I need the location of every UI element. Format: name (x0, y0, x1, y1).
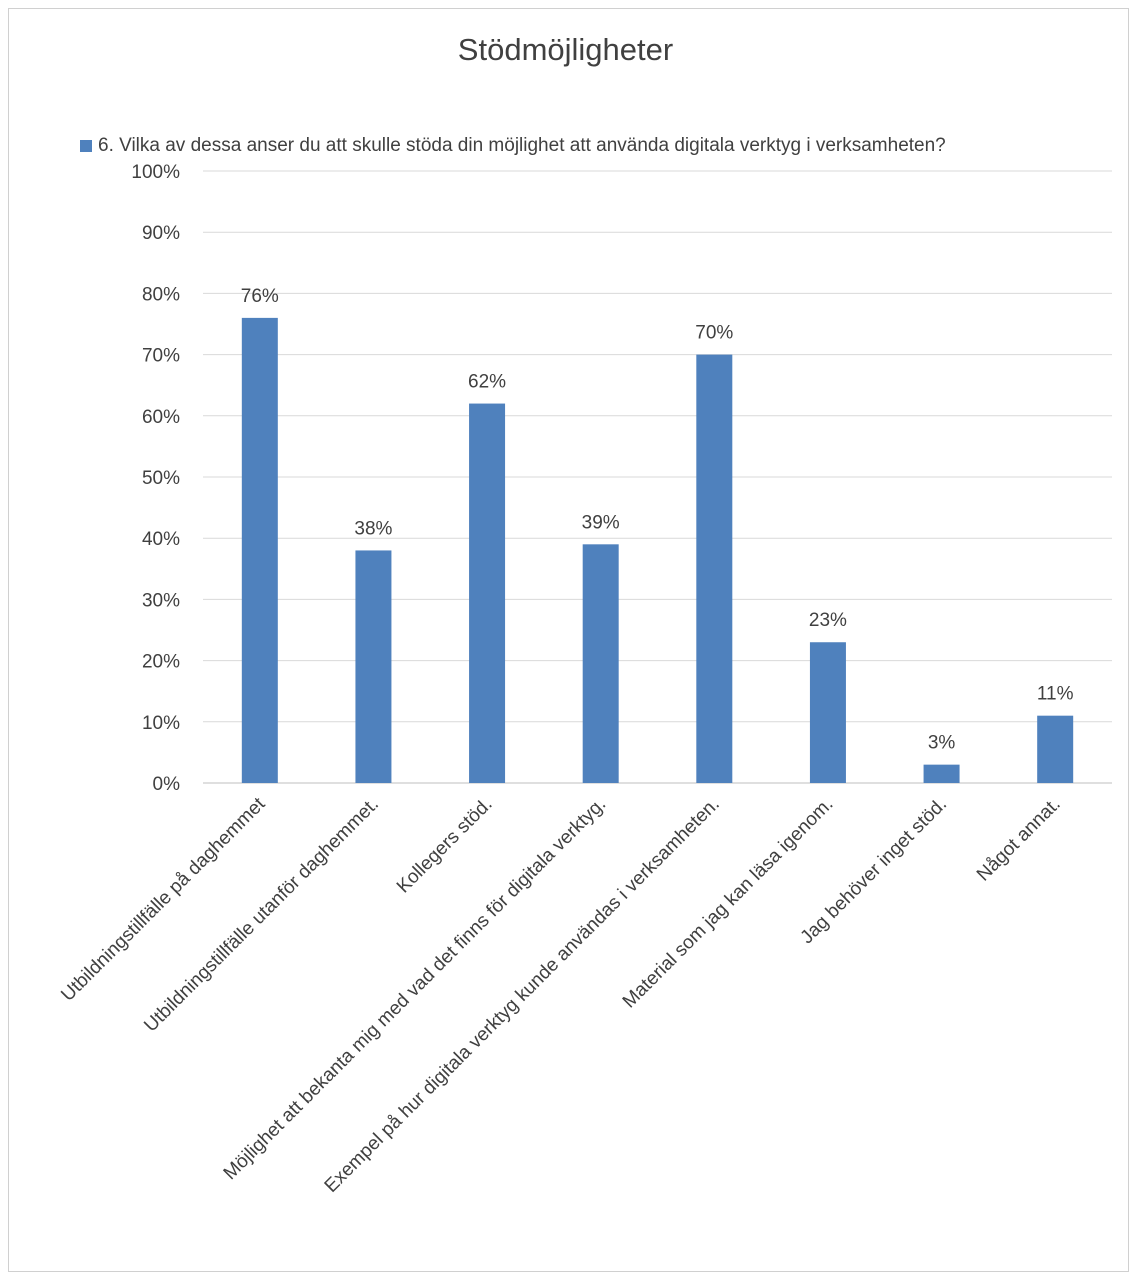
y-tick-label: 50% (142, 468, 180, 489)
data-label: 3% (928, 733, 956, 754)
data-label: 62% (468, 372, 506, 393)
data-label: 70% (695, 323, 733, 344)
bar (469, 403, 506, 783)
chart-title: Stödmöjligheter (457, 32, 674, 67)
legend: 6. Vilka av dessa anser du att skulle st… (80, 135, 946, 157)
y-tick-label: 20% (142, 652, 180, 673)
chart-frame (8, 8, 1129, 1272)
y-tick-label: 0% (153, 774, 181, 795)
category-label: Utbildningstillfälle på daghemmet (57, 793, 270, 1006)
bar (696, 354, 733, 783)
legend-label: 6. Vilka av dessa anser du att skulle st… (98, 135, 946, 156)
bar (582, 544, 619, 783)
data-label: 76% (241, 286, 279, 307)
data-label: 39% (582, 512, 620, 533)
bar (355, 550, 392, 783)
category-label: Något annat. (973, 794, 1065, 886)
bar (241, 317, 278, 783)
y-tick-label: 30% (142, 590, 180, 611)
legend-swatch (80, 140, 92, 152)
y-tick-label: 70% (142, 346, 180, 367)
data-label: 23% (809, 610, 847, 631)
y-tick-label: 40% (142, 529, 180, 550)
data-label: 11% (1037, 684, 1074, 705)
bar (1037, 715, 1074, 783)
y-tick-label: 80% (142, 284, 180, 305)
bar (923, 764, 960, 783)
category-label: Material som jag kan läsa igenom. (619, 794, 838, 1013)
data-label: 38% (354, 518, 392, 539)
y-tick-label: 90% (142, 223, 180, 244)
category-label: Exempel på hur digitala verktyg kunde an… (321, 794, 724, 1197)
category-label: Kollegers stöd. (393, 794, 497, 898)
y-tick-label: 10% (142, 713, 180, 734)
bar (809, 642, 846, 783)
category-label: Möjlighet att bekanta mig med vad det fi… (220, 794, 610, 1184)
y-tick-label: 60% (142, 407, 180, 428)
y-tick-label: 100% (131, 162, 180, 183)
category-label: Utbildningstillfälle utanför daghemmet. (140, 794, 383, 1037)
